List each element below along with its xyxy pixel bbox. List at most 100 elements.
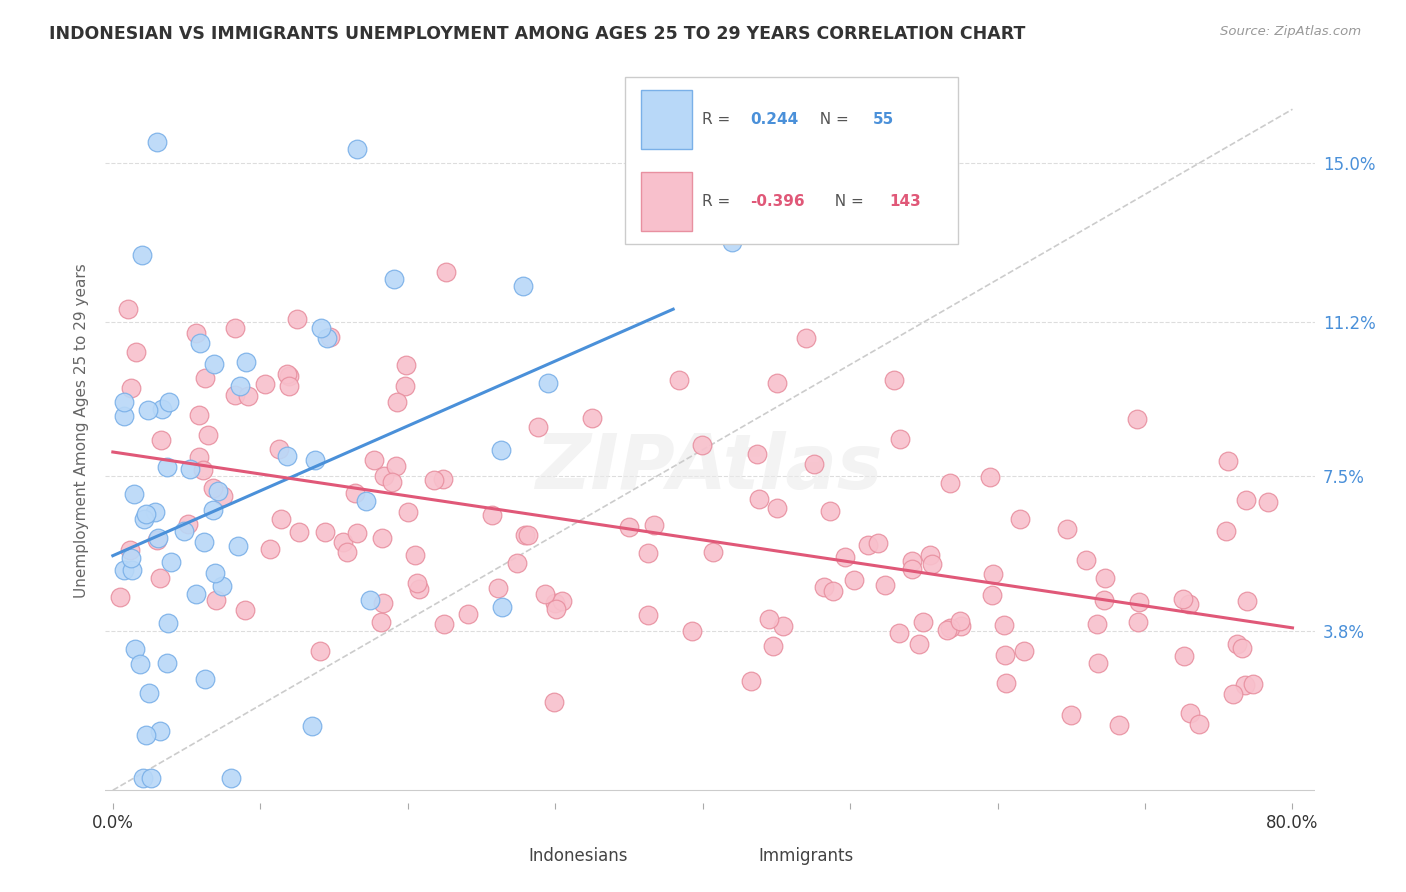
Point [121, 563, 143, 577]
Point [132, 511, 155, 525]
Text: 55: 55 [873, 112, 894, 128]
Point [883, 373, 905, 387]
Point [120, 550, 142, 565]
Point [316, 330, 339, 344]
Point [513, 528, 536, 542]
Point [1257, 494, 1279, 508]
Point [211, 579, 233, 593]
Point [980, 588, 1002, 602]
Point [319, 330, 342, 344]
Point [371, 531, 394, 545]
Point [740, 674, 762, 689]
FancyBboxPatch shape [641, 90, 692, 149]
Point [818, 504, 841, 518]
Point [1222, 687, 1244, 701]
Point [267, 442, 290, 456]
Point [191, 463, 214, 477]
FancyBboxPatch shape [626, 77, 957, 244]
Point [1126, 615, 1149, 630]
Point [979, 470, 1001, 484]
Point [405, 576, 427, 591]
Point [120, 543, 142, 558]
Point [253, 376, 276, 391]
Point [173, 524, 195, 538]
Point [766, 501, 789, 516]
Point [821, 584, 844, 599]
Point [149, 571, 172, 585]
Point [981, 567, 1004, 582]
Point [491, 599, 513, 614]
Point [359, 592, 381, 607]
Point [643, 518, 665, 533]
Point [278, 369, 301, 384]
Point [363, 453, 385, 467]
Point [873, 578, 896, 592]
Point [346, 526, 368, 541]
FancyBboxPatch shape [485, 841, 517, 872]
Point [276, 367, 298, 381]
Point [1125, 412, 1147, 426]
Point [278, 379, 301, 393]
Point [132, 771, 155, 785]
Point [212, 489, 235, 503]
Point [177, 516, 200, 531]
Point [433, 617, 456, 632]
Point [128, 657, 150, 671]
Text: N =: N = [810, 112, 853, 128]
Point [157, 394, 180, 409]
Point [690, 438, 713, 452]
Point [122, 487, 145, 501]
Point [1092, 592, 1115, 607]
Point [534, 587, 557, 601]
Point [747, 447, 769, 461]
Point [681, 624, 703, 638]
Point [432, 472, 454, 486]
Point [772, 619, 794, 633]
Point [202, 503, 225, 517]
Point [889, 626, 911, 640]
Text: 0.244: 0.244 [749, 112, 799, 128]
Point [766, 376, 789, 391]
Point [141, 771, 163, 785]
Point [197, 427, 219, 442]
Point [1188, 717, 1211, 731]
Point [457, 607, 479, 621]
Point [131, 247, 153, 261]
Point [842, 573, 865, 587]
Point [423, 473, 446, 487]
Point [138, 686, 160, 700]
Point [136, 403, 159, 417]
Point [489, 443, 512, 458]
Point [543, 695, 565, 709]
Point [156, 656, 179, 670]
Point [921, 557, 943, 571]
Point [512, 278, 534, 293]
Point [370, 615, 392, 630]
Point [384, 458, 406, 473]
Point [581, 411, 603, 425]
Text: INDONESIAN VS IMMIGRANTS UNEMPLOYMENT AMONG AGES 25 TO 29 YEARS CORRELATION CHAR: INDONESIAN VS IMMIGRANTS UNEMPLOYMENT AM… [49, 25, 1025, 43]
Point [920, 549, 942, 563]
Point [381, 475, 404, 490]
Point [544, 602, 567, 616]
Point [146, 533, 169, 548]
Point [373, 596, 395, 610]
Point [1087, 657, 1109, 671]
Point [619, 520, 641, 534]
Point [259, 541, 281, 556]
Point [184, 326, 207, 340]
Point [993, 618, 1015, 632]
Point [188, 336, 211, 351]
Point [901, 554, 924, 568]
Point [193, 535, 215, 549]
Text: Immigrants: Immigrants [758, 847, 853, 865]
Point [188, 408, 211, 422]
Point [1012, 644, 1035, 658]
Point [385, 394, 408, 409]
Point [834, 549, 856, 564]
Point [396, 505, 419, 519]
Point [481, 508, 503, 522]
Point [995, 676, 1018, 690]
Point [748, 492, 770, 507]
Point [314, 524, 336, 539]
